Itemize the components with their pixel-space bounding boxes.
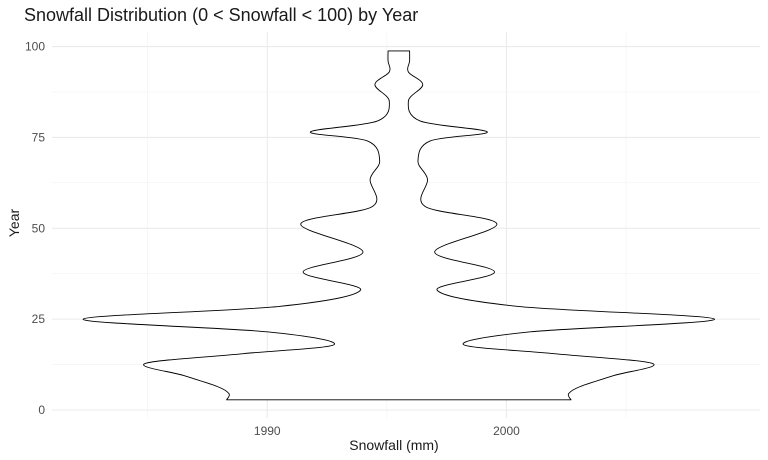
y-tick-label: 75 xyxy=(32,130,46,144)
y-tick-label: 25 xyxy=(32,312,46,326)
y-tick-label: 50 xyxy=(32,221,46,235)
tick-labels: 1990 2000 0 25 50 75 100 xyxy=(25,40,520,438)
chart-title: Snowfall Distribution (0 < Snowfall < 10… xyxy=(24,5,419,25)
x-tick-label: 1990 xyxy=(254,424,281,438)
y-tick-label: 0 xyxy=(38,403,45,417)
violin-layer xyxy=(82,50,716,401)
y-axis-title: Year xyxy=(6,209,22,238)
y-tick-label: 100 xyxy=(25,40,45,54)
violin-shape xyxy=(82,50,716,401)
x-tick-label: 2000 xyxy=(493,424,520,438)
x-axis-title: Snowfall (mm) xyxy=(349,437,438,453)
